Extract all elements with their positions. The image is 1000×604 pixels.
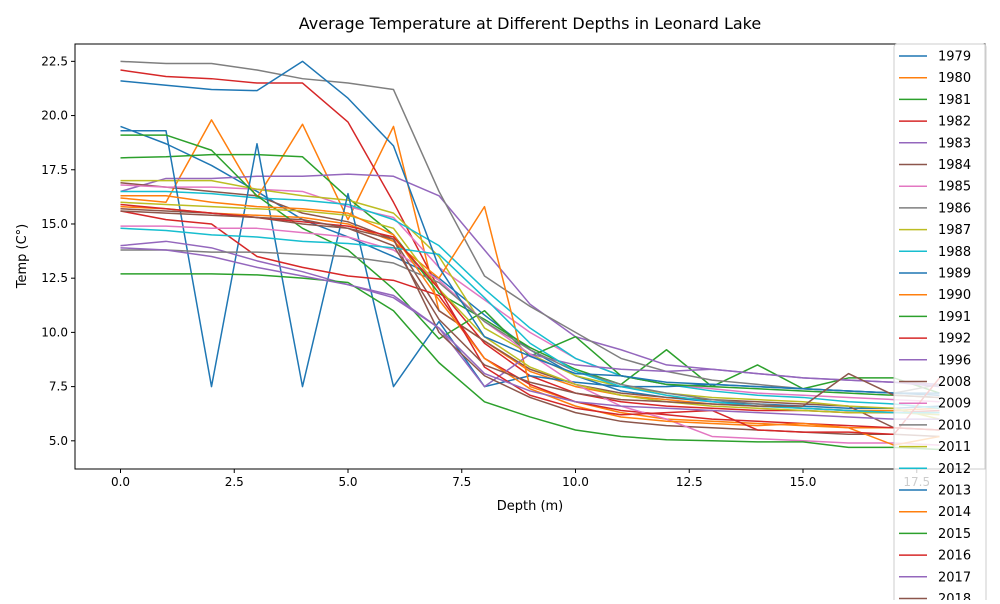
legend-label-1985: 1985 [938, 180, 971, 195]
legend: 1979 1980 1981 1982 1983 1984 1985 1986 1987 1988… [893, 43, 987, 604]
series-line-2011 [120, 201, 940, 416]
legend-label-2010: 2010 [938, 418, 971, 433]
legend-label-1987: 1987 [938, 223, 971, 238]
y-tick-label: 22.5 [41, 54, 68, 68]
x-tick-label: 2.5 [225, 475, 244, 489]
series-line-2016 [120, 203, 941, 436]
x-tick-label: 5.0 [338, 475, 357, 489]
legend-label-2009: 2009 [938, 397, 971, 412]
legend-label-1996: 1996 [938, 353, 971, 368]
legend-label-1991: 1991 [938, 310, 971, 325]
x-axis: 0.02.55.07.510.012.515.017.5 [111, 469, 930, 489]
series-line-1990 [120, 205, 940, 431]
legend-label-2011: 2011 [938, 440, 971, 455]
y-tick-label: 12.5 [41, 271, 68, 285]
x-axis-label: Depth (m) [497, 499, 564, 514]
legend-label-2017: 2017 [938, 570, 971, 585]
x-tick-label: 15.0 [790, 475, 817, 489]
legend-label-1984: 1984 [938, 158, 971, 173]
legend-label-1982: 1982 [938, 115, 971, 130]
legend-label-1980: 1980 [938, 71, 971, 86]
legend-label-2015: 2015 [938, 527, 971, 542]
legend-label-2014: 2014 [938, 505, 971, 520]
legend-label-2018: 2018 [938, 592, 971, 600]
y-axis-label: Temp (C°) [15, 224, 30, 290]
y-tick-label: 7.5 [49, 380, 68, 394]
y-tick-label: 17.5 [41, 163, 68, 177]
legend-label-2013: 2013 [938, 484, 971, 499]
series-line-2015 [120, 273, 940, 451]
y-tick-label: 20.0 [41, 109, 68, 123]
series-line-1988 [120, 190, 940, 410]
legend-label-1983: 1983 [938, 136, 971, 151]
legend-label-1988: 1988 [938, 245, 971, 260]
x-tick-label: 0.0 [111, 475, 130, 489]
legend-label-1986: 1986 [938, 201, 971, 216]
series-line-1979 [120, 125, 940, 410]
series-line-2012 [120, 227, 940, 414]
legend-box [893, 43, 987, 604]
y-tick-label: 15.0 [41, 217, 68, 231]
y-tick-label: 10.0 [41, 325, 68, 339]
series-line-1981 [120, 153, 940, 394]
legend-label-1981: 1981 [938, 93, 971, 108]
series-line-1982 [120, 69, 940, 414]
series-line-2013 [120, 60, 940, 394]
y-axis: 5.0 7.5 10.0 12.5 15.0 17.5 20.0 22.5 [41, 54, 75, 448]
legend-label-2008: 2008 [938, 375, 971, 390]
series-layer [120, 60, 941, 451]
x-tick-label: 12.5 [676, 475, 703, 489]
legend-label-1989: 1989 [938, 267, 971, 282]
x-tick-label: 7.5 [452, 475, 471, 489]
legend-label-1990: 1990 [938, 288, 971, 303]
y-tick-label: 5.0 [49, 434, 68, 448]
legend-label-2012: 2012 [938, 462, 971, 477]
series-line-2008 [120, 208, 940, 438]
series-line-2017 [120, 247, 940, 420]
legend-label-1979: 1979 [938, 50, 971, 65]
series-line-2018 [120, 210, 940, 407]
series-line-2009 [120, 225, 940, 446]
x-tick-label: 10.0 [562, 475, 589, 489]
legend-label-1992: 1992 [938, 332, 971, 347]
legend-label-2016: 2016 [938, 549, 971, 564]
series-line-2014 [120, 195, 940, 446]
chart-title: Average Temperature at Different Depths … [299, 14, 761, 33]
series-line-1996 [120, 240, 940, 388]
